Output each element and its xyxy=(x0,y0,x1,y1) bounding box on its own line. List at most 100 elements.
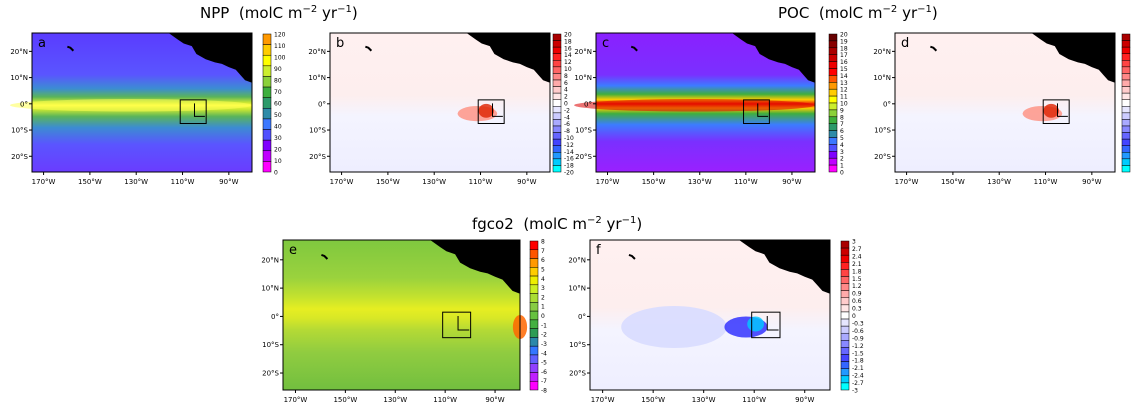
map-panel-c: c 170°W 150°W 130°W 110°W 90°W 20°N 10°N 0° 10°S 2… xyxy=(574,32,816,186)
colorbar-swatch xyxy=(1121,33,1131,41)
island xyxy=(628,254,636,260)
colorbar-label: -4 xyxy=(541,350,547,357)
colorbar-label: 6 xyxy=(541,257,545,264)
colorbar-label: 18 xyxy=(564,38,572,45)
x-tick-label: 130°W xyxy=(422,178,446,186)
land-mask xyxy=(1027,33,1115,83)
x-tick-label: 150°W xyxy=(78,178,102,186)
study-box xyxy=(179,99,207,125)
panel-letter: f xyxy=(596,243,601,258)
colorbar-swatch xyxy=(529,302,539,312)
colorbar-swatch xyxy=(552,152,562,160)
colorbar-label: 70 xyxy=(274,89,282,96)
colorbar-swatch xyxy=(262,65,272,77)
map-panel-a: a 170°W 150°W 130°W 110°W 90°W 20°N 10°N 0° 10°S 2… xyxy=(10,32,253,186)
map-frame xyxy=(595,32,816,173)
title-npp: NPP (molC m−2 yr−1) xyxy=(200,4,358,22)
colorbar-swatch xyxy=(552,86,562,94)
colorbar-swatch xyxy=(1121,132,1131,140)
colorbar-label: -0.9 xyxy=(852,335,864,342)
colorbar-label: 100 xyxy=(274,55,286,62)
colorbar-swatch xyxy=(262,118,272,130)
study-box xyxy=(1042,99,1070,125)
y-tick-label: 20°S xyxy=(11,153,28,161)
colorbar-swatch xyxy=(828,123,838,131)
x-tick-label: 90°W xyxy=(485,396,504,404)
colorbar-swatch xyxy=(828,47,838,55)
colorbar-label: 3 xyxy=(852,239,856,246)
colorbar-label: 17 xyxy=(840,52,848,59)
y-tick-label: 0° xyxy=(20,100,28,108)
x-tick-label: 110°W xyxy=(433,396,457,404)
colorbar-label: -1.2 xyxy=(852,343,864,350)
colorbar-swatch xyxy=(552,79,562,87)
colorbar-swatch xyxy=(552,132,562,140)
colorbar-swatch xyxy=(828,157,838,166)
colorbar-label: 1.5 xyxy=(852,276,862,283)
colorbar-swatch xyxy=(552,46,562,54)
y-tick-label: 20°N xyxy=(261,256,279,264)
colorbar-swatch xyxy=(828,130,838,138)
panel-letter: d xyxy=(901,36,909,51)
colorbar-swatch xyxy=(840,240,850,249)
colorbar-label: 6 xyxy=(564,80,568,87)
colorbar-label: -10 xyxy=(564,135,574,142)
colorbar-label: -0.6 xyxy=(852,328,864,335)
map-frame xyxy=(894,32,1116,173)
map-frame xyxy=(31,32,253,173)
colorbar-label: 10 xyxy=(564,66,572,73)
colorbar-swatch xyxy=(828,137,838,145)
study-box xyxy=(477,99,505,125)
colorbar-label: -2.4 xyxy=(852,373,864,380)
colorbar-swatch xyxy=(840,375,850,384)
colorbar-label: 11 xyxy=(840,94,848,101)
x-tick-label: 170°W xyxy=(330,178,354,186)
y-tick-label: 20°S xyxy=(309,153,326,161)
land-mask xyxy=(727,33,815,83)
colorbar-label: -14 xyxy=(564,149,574,156)
colorbar-label: -2 xyxy=(541,332,547,339)
colorbar-swatch xyxy=(840,340,850,348)
colorbar-swatch xyxy=(529,310,539,321)
equatorial-tongue xyxy=(574,99,815,112)
colorbar-label: 2 xyxy=(840,156,844,163)
x-tick-label: 150°W xyxy=(641,396,665,404)
colorbar-swatch xyxy=(840,361,850,369)
y-tick-label: 20°N xyxy=(574,48,592,56)
colorbar-label: 0 xyxy=(564,101,568,108)
colorbar-swatch xyxy=(1121,165,1131,173)
colorbar-swatch xyxy=(552,138,562,146)
study-box xyxy=(743,99,770,125)
colorbar-swatch xyxy=(828,116,838,124)
colorbar-swatch xyxy=(529,363,539,373)
colorbar-swatch xyxy=(262,97,272,109)
y-tick-label: 20°N xyxy=(10,48,28,56)
island xyxy=(630,45,638,52)
colorbar-swatch xyxy=(840,254,850,263)
x-tick-label: 130°W xyxy=(987,178,1011,186)
colorbar-label: 2.4 xyxy=(852,253,862,260)
colorbar-label: 2 xyxy=(564,94,568,101)
y-tick-label: 10°S xyxy=(309,127,326,135)
colorbar-label: -6 xyxy=(541,369,547,376)
colorbar-label: 0 xyxy=(852,313,856,320)
colorbar-swatch xyxy=(828,164,838,173)
colorbar-swatch xyxy=(1121,125,1131,133)
colorbar-swatch xyxy=(828,68,838,76)
colorbar-swatch xyxy=(552,106,562,114)
colorbar-label: -4 xyxy=(564,114,570,121)
anomaly-core xyxy=(747,316,764,332)
colorbar-swatch xyxy=(828,40,838,49)
colorbar-label: -2.7 xyxy=(852,380,864,387)
colorbar-label: 12 xyxy=(564,59,572,66)
colorbar-b: 20181614121086420-2-4-6-8-10-12-14-16-18… xyxy=(552,32,574,177)
colorbar-label: 20 xyxy=(840,32,848,39)
colorbar-swatch xyxy=(529,328,539,338)
colorbar-swatch xyxy=(1121,138,1131,146)
y-tick-label: 20°N xyxy=(873,48,891,56)
colorbar-swatch xyxy=(552,119,562,127)
title-fgco2: fgco2 (molC m−2 yr−1) xyxy=(472,215,642,233)
colorbar-swatch xyxy=(1121,119,1131,127)
inner-box xyxy=(757,103,769,117)
colorbar-swatch xyxy=(828,54,838,62)
